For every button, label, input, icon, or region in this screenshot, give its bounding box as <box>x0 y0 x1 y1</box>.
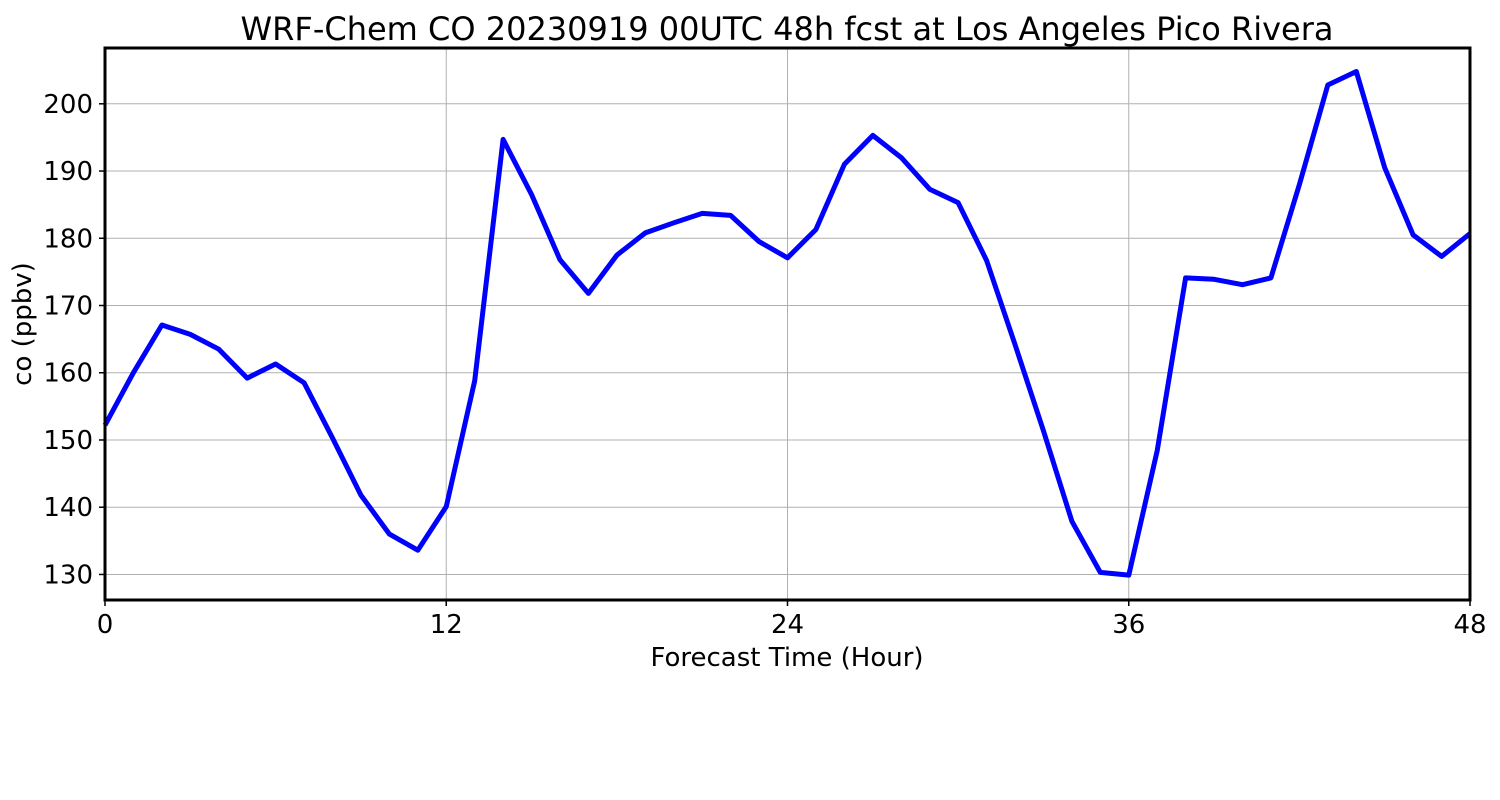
y-tick-label: 190 <box>43 157 93 187</box>
grid-lines <box>104 48 1471 600</box>
y-tick-label: 170 <box>43 292 93 322</box>
chart-title: WRF-Chem CO 20230919 00UTC 48h fcst at L… <box>241 10 1334 48</box>
y-axis-ticks: 130 140 150 160 170 180 190 200 <box>43 90 105 590</box>
x-tick-label: 0 <box>97 610 114 640</box>
x-axis-ticks: 0 12 24 36 48 <box>97 600 1487 640</box>
x-tick-label: 12 <box>430 610 463 640</box>
x-tick-label: 24 <box>771 610 804 640</box>
y-tick-label: 140 <box>43 493 93 523</box>
y-tick-label: 160 <box>43 359 93 389</box>
y-tick-label: 130 <box>43 560 93 590</box>
y-tick-label: 180 <box>43 224 93 254</box>
y-tick-label: 200 <box>43 90 93 120</box>
x-tick-label: 36 <box>1112 610 1145 640</box>
y-tick-label: 150 <box>43 426 93 456</box>
x-axis-label: Forecast Time (Hour) <box>650 643 923 673</box>
y-axis-label: co (ppbv) <box>8 262 38 386</box>
x-tick-label: 48 <box>1453 610 1486 640</box>
co-series-line <box>102 69 1472 578</box>
series-layer <box>102 69 1472 578</box>
